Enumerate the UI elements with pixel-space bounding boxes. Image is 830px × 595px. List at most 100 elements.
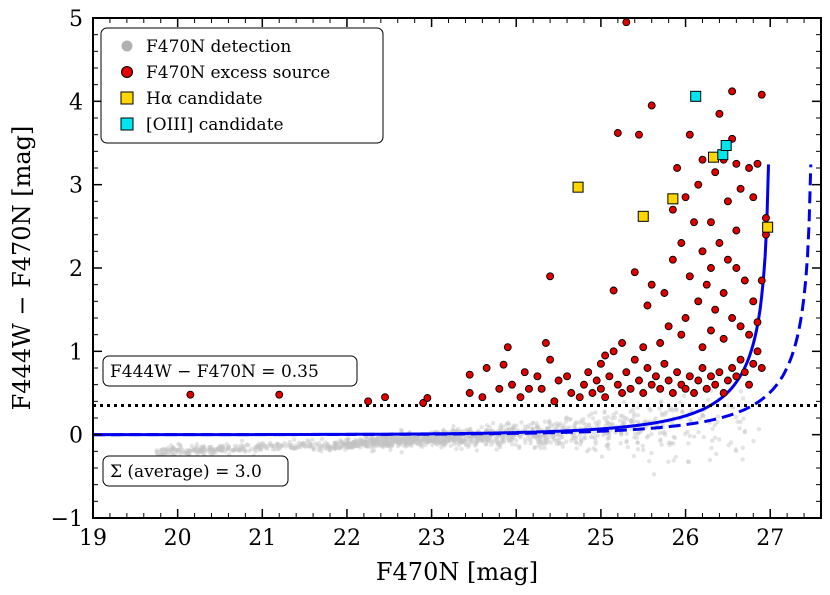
detection-point — [636, 431, 641, 436]
detection-point — [231, 448, 236, 453]
detection-point — [577, 420, 582, 425]
detection-point — [211, 449, 216, 454]
detection-point — [335, 445, 340, 450]
detection-point — [385, 443, 391, 448]
detection-point — [517, 444, 522, 449]
detection-point — [473, 442, 479, 447]
detection-point — [328, 445, 333, 451]
detection-point — [188, 449, 193, 454]
detection-point — [371, 441, 376, 446]
detection-point — [605, 441, 611, 447]
detection-point — [369, 440, 375, 445]
detection-point — [478, 436, 483, 442]
detection-point — [219, 445, 225, 450]
detection-point — [355, 439, 360, 445]
detection-point — [318, 446, 323, 451]
detection-point — [591, 430, 597, 436]
detection-point — [239, 445, 244, 450]
detection-point — [671, 441, 676, 446]
detection-point — [396, 439, 401, 444]
detection-point — [578, 442, 583, 447]
detection-point — [383, 437, 389, 442]
detection-point — [211, 450, 216, 456]
detection-point — [166, 448, 172, 454]
detection-point — [365, 440, 370, 446]
detection-point — [573, 420, 578, 426]
detection-point — [462, 437, 467, 442]
detection-point — [365, 435, 370, 440]
excess-source-point — [584, 368, 593, 377]
detection-point — [194, 449, 199, 454]
detection-point — [390, 435, 396, 440]
detection-point — [377, 443, 382, 448]
detection-point — [293, 443, 299, 448]
detection-point — [712, 422, 718, 428]
detection-point — [602, 409, 607, 414]
excess-source-point — [186, 390, 195, 399]
detection-point — [726, 443, 731, 448]
detection-point — [399, 429, 404, 434]
detection-point — [370, 441, 375, 447]
detection-point — [440, 428, 446, 434]
detection-point — [487, 435, 493, 440]
detection-point — [390, 438, 395, 443]
detection-point — [358, 445, 363, 450]
detection-point — [552, 433, 557, 438]
detection-point — [507, 434, 512, 439]
detection-point — [198, 449, 203, 454]
detection-point — [433, 441, 439, 446]
detection-point — [624, 416, 630, 422]
detection-point — [400, 442, 405, 447]
detection-point — [169, 449, 175, 454]
detection-point — [371, 448, 376, 453]
detection-point — [373, 438, 378, 444]
detection-point — [163, 447, 169, 452]
detection-point — [456, 442, 462, 448]
detection-point — [621, 419, 626, 424]
detection-point — [391, 439, 396, 444]
detection-point — [167, 447, 173, 453]
detection-point — [484, 423, 490, 428]
detection-point — [170, 446, 175, 452]
detection-point — [466, 442, 472, 448]
excess-source-point — [478, 393, 487, 402]
excess-source-point — [753, 318, 762, 327]
detection-point — [411, 439, 416, 444]
detection-point — [582, 435, 587, 440]
detection-point — [219, 448, 224, 453]
detection-point — [187, 448, 192, 453]
detection-point — [386, 434, 391, 440]
detection-point — [265, 446, 270, 451]
detection-point — [425, 439, 431, 444]
detection-point — [193, 449, 198, 454]
detection-point — [398, 438, 404, 444]
detection-point — [474, 434, 479, 439]
excess-source-point — [643, 301, 652, 310]
detection-point — [467, 434, 473, 440]
detection-point — [558, 435, 563, 440]
detection-point — [742, 430, 747, 435]
detection-point — [266, 443, 271, 448]
detection-point — [381, 443, 387, 448]
detection-point — [486, 438, 491, 443]
excess-source-point — [668, 205, 677, 214]
excess-source-point — [660, 359, 669, 368]
detection-point — [644, 435, 650, 440]
detection-point — [469, 435, 474, 440]
detection-point — [441, 437, 446, 442]
detection-point — [568, 417, 573, 422]
detection-point — [218, 443, 223, 449]
detection-point — [370, 439, 376, 445]
detection-point — [243, 449, 248, 454]
detection-point — [572, 424, 577, 430]
detection-point — [447, 436, 452, 441]
x-tick-label: 21 — [248, 526, 276, 551]
detection-point — [425, 438, 430, 443]
excess-source-point — [711, 305, 720, 314]
excess-source-point — [707, 264, 715, 272]
x-tick-label: 22 — [333, 526, 361, 551]
detection-point — [620, 413, 625, 419]
detection-point — [528, 441, 533, 446]
detection-point — [170, 447, 175, 452]
y-tick-label: 2 — [69, 257, 83, 282]
